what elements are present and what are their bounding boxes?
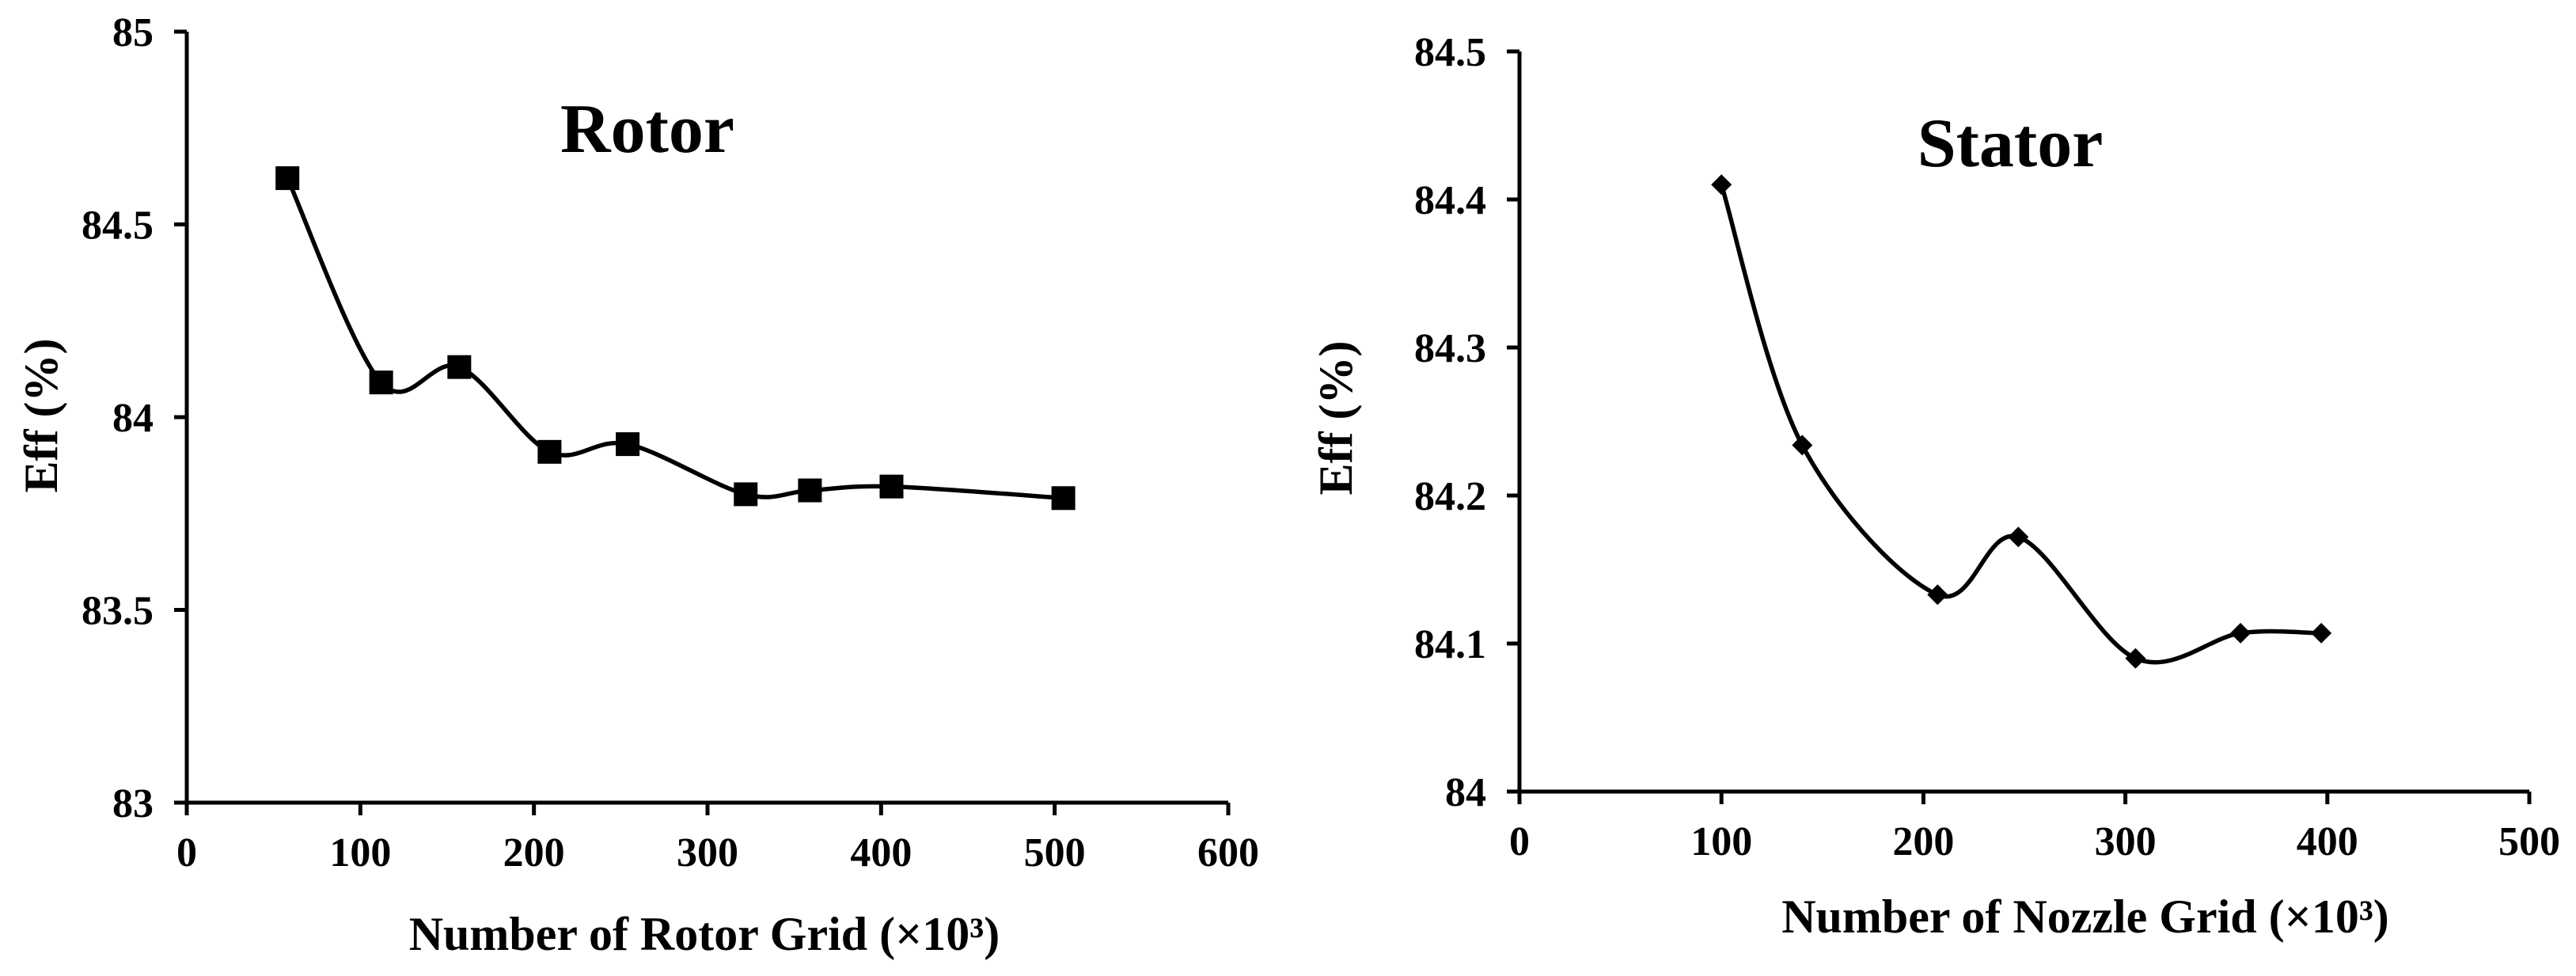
stator-y-tick-label: 84.1 xyxy=(1414,622,1486,667)
stator-chart-title: Stator xyxy=(1918,105,2104,182)
stator-data-point xyxy=(2311,622,2332,644)
stator-x-tick-label: 300 xyxy=(2095,819,2157,864)
rotor-data-point xyxy=(537,439,562,464)
stator-y-axis-title: Eff (%) xyxy=(1310,341,1362,496)
stator-y-tick-label: 84.3 xyxy=(1414,326,1486,371)
stator-x-axis-title: Number of Nozzle Grid (×10³) xyxy=(1781,891,2389,943)
stator-x-tick-label: 400 xyxy=(2297,819,2358,864)
rotor-data-point xyxy=(734,482,758,507)
rotor-chart: Rotor Number of Rotor Grid (×10³) Eff (%… xyxy=(15,10,1259,960)
rotor-x-tick-label: 400 xyxy=(850,830,912,875)
rotor-data-point xyxy=(879,474,904,499)
rotor-x-axis-title: Number of Rotor Grid (×10³) xyxy=(409,908,1000,960)
rotor-x-tick-label: 0 xyxy=(176,830,197,875)
rotor-data-point xyxy=(1051,486,1076,511)
stator-data-point xyxy=(1792,435,1813,456)
rotor-data-point xyxy=(447,355,472,379)
stator-y-tick-label: 84.2 xyxy=(1414,474,1486,519)
rotor-series-line xyxy=(285,177,1064,501)
rotor-y-tick-label: 84 xyxy=(112,396,154,441)
stator-data-point xyxy=(1711,174,1732,196)
rotor-data-point xyxy=(369,370,393,395)
stator-x-tick-label: 500 xyxy=(2498,819,2560,864)
rotor-y-tick-label: 83 xyxy=(112,781,154,826)
rotor-y-tick-label: 85 xyxy=(112,10,154,55)
stator-x-tick-label: 100 xyxy=(1690,819,1752,864)
stator-series-line xyxy=(1719,184,2322,665)
rotor-y-tick-label: 84.5 xyxy=(82,203,154,249)
rotor-y-tick-label: 83.5 xyxy=(82,589,154,634)
rotor-x-tick-label: 600 xyxy=(1197,830,1259,875)
stator-data-point xyxy=(2125,648,2146,669)
stator-y-tick-label: 84.5 xyxy=(1414,30,1486,75)
rotor-data-point xyxy=(275,166,300,191)
stator-y-tick-label: 84.4 xyxy=(1414,178,1486,223)
rotor-x-tick-label: 200 xyxy=(503,830,565,875)
stator-x-tick-label: 200 xyxy=(1892,819,1954,864)
rotor-x-tick-label: 300 xyxy=(677,830,738,875)
rotor-data-point xyxy=(616,432,640,457)
rotor-x-tick-label: 100 xyxy=(329,830,391,875)
stator-data-point xyxy=(2008,526,2029,548)
stator-chart: Stator Number of Nozzle Grid (×10³) Eff … xyxy=(1310,30,2560,943)
rotor-data-point xyxy=(798,478,822,503)
rotor-x-tick-label: 500 xyxy=(1024,830,1086,875)
stator-x-tick-label: 0 xyxy=(1509,819,1530,864)
stator-data-point xyxy=(2230,622,2252,644)
stator-y-tick-label: 84 xyxy=(1445,770,1486,815)
rotor-y-axis-title: Eff (%) xyxy=(15,339,67,493)
stator-data-point xyxy=(1927,584,1948,606)
rotor-chart-title: Rotor xyxy=(560,91,734,168)
